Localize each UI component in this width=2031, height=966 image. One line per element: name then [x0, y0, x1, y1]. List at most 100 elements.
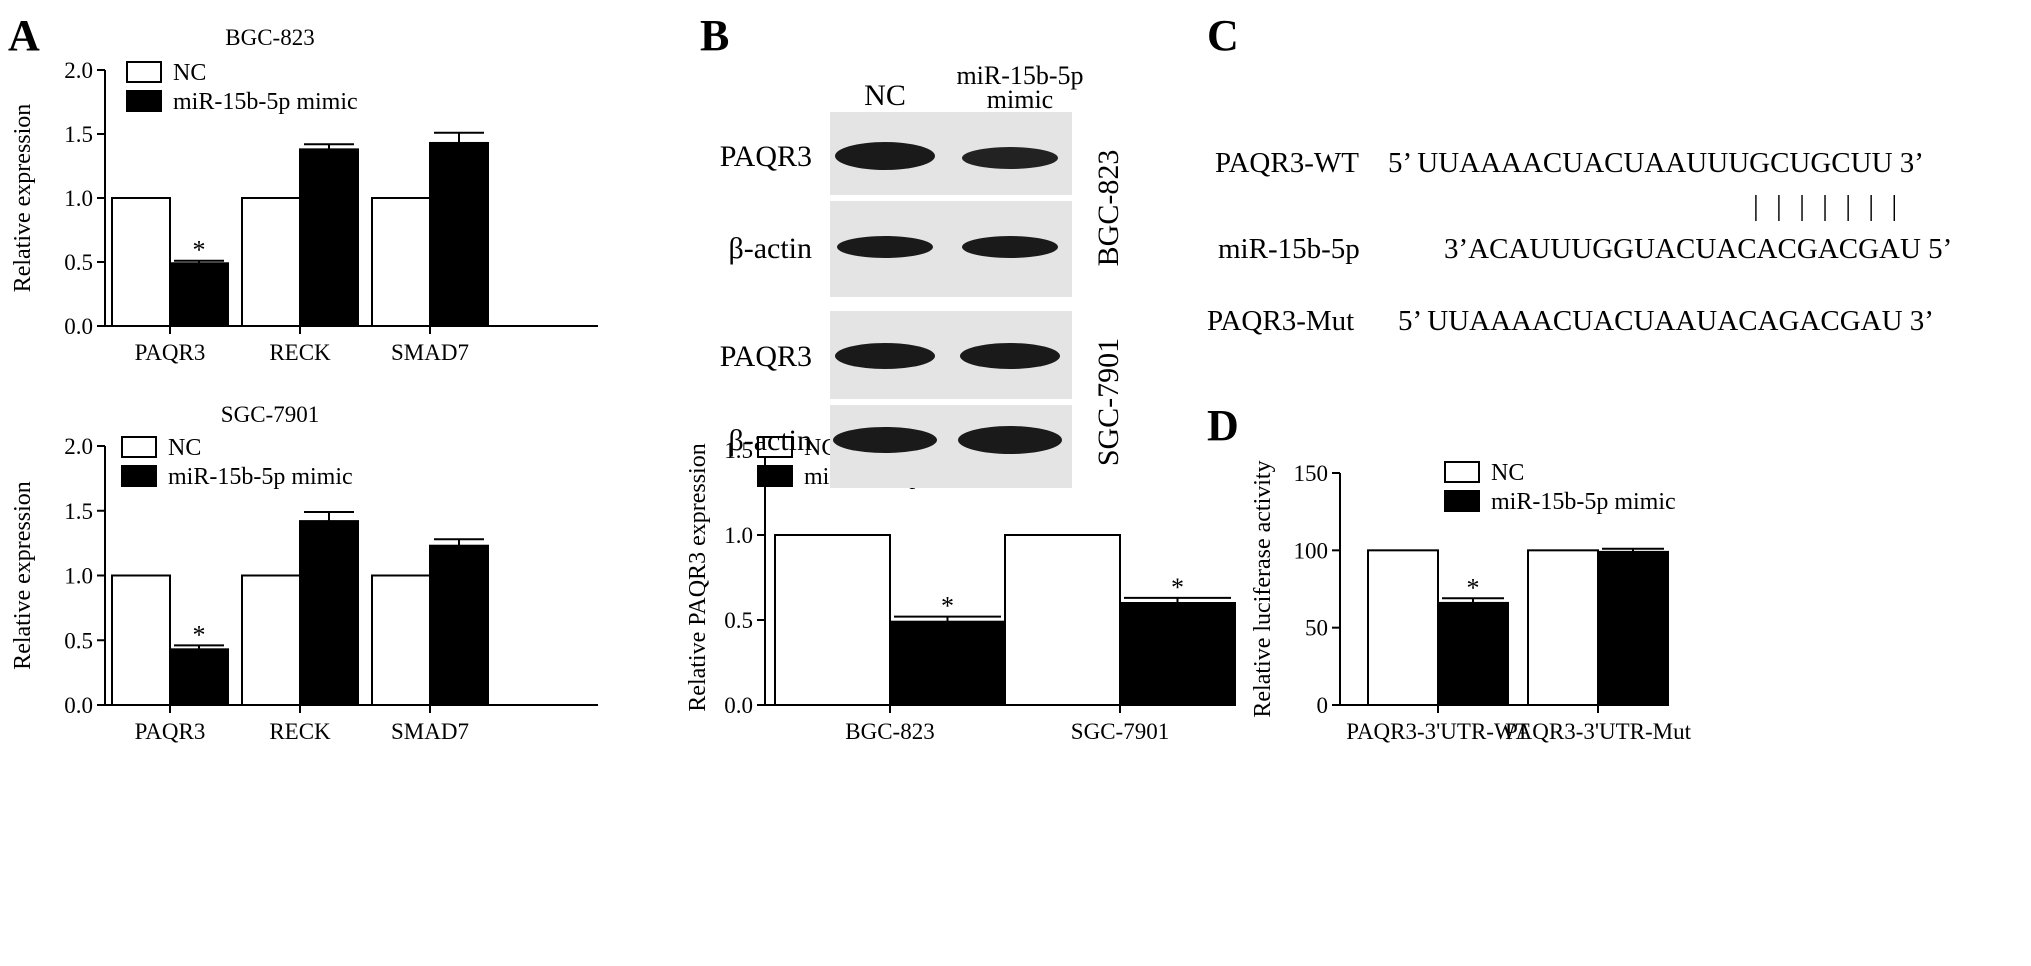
bar-nc: [111, 574, 171, 706]
bar-nc: [1004, 534, 1121, 706]
bar-mimic: [1119, 602, 1236, 706]
x-tick-label: SMAD7: [391, 719, 469, 744]
sequence-alignment: PAQR3-WT 5’ UUAAAACUACUAAUUUGCUGCUU 3’ |…: [1207, 147, 1952, 337]
x-tick-label: PAQR3: [135, 340, 206, 365]
bar-mimic: [169, 648, 229, 707]
y-tick-label: 150: [1294, 461, 1329, 486]
bar-mimic: [1437, 601, 1509, 706]
y-tick-label: 0.0: [64, 693, 93, 718]
legend-swatch: [757, 465, 793, 487]
bar-mimic: [429, 544, 489, 707]
bar-nc: [1527, 549, 1599, 706]
bar-nc: [241, 574, 301, 706]
y-tick-label: 2.0: [64, 434, 93, 459]
bar-mimic: [299, 520, 359, 706]
legend-label: miR-15b-5p mimic: [173, 89, 358, 115]
y-tick-label: 100: [1294, 538, 1329, 563]
chart-title: SGC-7901: [221, 402, 319, 427]
panel-letter-d: D: [1207, 401, 1239, 450]
x-tick-label: RECK: [269, 340, 331, 365]
seq-label-wt: PAQR3-WT: [1215, 147, 1359, 179]
bar-nc: [241, 197, 301, 327]
panel-letter-c: C: [1207, 11, 1239, 60]
blot-cell-line-bgc: BGC-823: [1092, 150, 1125, 267]
bar-nc: [1367, 549, 1439, 706]
legend-swatch: [121, 465, 157, 487]
blot-row-label: β-actin: [728, 424, 812, 457]
y-tick-label: 1.0: [724, 523, 753, 548]
legend-label: miR-15b-5p mimic: [1491, 489, 1676, 515]
western-blot: NC miR-15b-5p mimic PAQR3 β-actin PAQR3 β…: [720, 61, 1125, 488]
seq-label-mir: miR-15b-5p: [1218, 233, 1360, 265]
seq-wt: 5’ UUAAAACUACUAAUUUGCUGCUU 3’: [1388, 147, 1924, 179]
y-tick-label: 0: [1317, 693, 1329, 718]
legend-label: NC: [1491, 460, 1524, 486]
x-tick-label: SGC-7901: [1071, 719, 1169, 744]
x-tick-label: PAQR3: [135, 719, 206, 744]
x-tick-label: PAQR3-3'UTR-Mut: [1505, 719, 1692, 744]
significance-marker: *: [941, 592, 954, 621]
y-tick-label: 1.5: [64, 122, 93, 147]
legend-swatch: [126, 90, 162, 112]
y-axis-label: Relative expression: [10, 104, 36, 293]
legend-swatch: [121, 436, 157, 458]
significance-marker: *: [1171, 573, 1184, 602]
blot-band: [835, 142, 935, 170]
y-tick-label: 0.5: [64, 250, 93, 275]
blot-band: [962, 147, 1058, 169]
y-tick-label: 50: [1305, 616, 1328, 641]
y-tick-label: 0.0: [724, 693, 753, 718]
chart-d: 0 50 100 150 Relative luciferase activity * PA…: [1250, 460, 1692, 744]
blot-col-mimic-line1: miR-15b-5p: [956, 61, 1083, 90]
blot-band: [833, 427, 937, 453]
legend-label: NC: [173, 60, 206, 86]
seq-mir: 3’ACAUUUGGUACUACACGACGAU 5’: [1444, 233, 1952, 265]
seq-label-mut: PAQR3-Mut: [1207, 305, 1354, 337]
legend-swatch: [1444, 490, 1480, 512]
x-tick-label: SMAD7: [391, 340, 469, 365]
blot-band: [962, 236, 1058, 258]
blot-band: [835, 343, 935, 369]
bar-nc: [371, 197, 431, 327]
chart-title: BGC-823: [225, 25, 314, 50]
blot-band: [960, 343, 1060, 369]
y-tick-label: 1.0: [64, 186, 93, 211]
legend-label: NC: [168, 435, 201, 461]
y-tick-label: 2.0: [64, 58, 93, 83]
significance-marker: *: [1467, 573, 1480, 602]
bar-nc: [774, 534, 891, 706]
legend-swatch: [757, 436, 793, 458]
y-tick-label: 0.5: [724, 608, 753, 633]
bar-mimic: [1597, 550, 1669, 706]
y-axis-label: Relative expression: [10, 481, 36, 670]
legend-swatch: [1444, 461, 1480, 483]
blot-row-label: PAQR3: [720, 340, 812, 373]
y-tick-label: 1.0: [64, 564, 93, 589]
x-tick-label: RECK: [269, 719, 331, 744]
blot-col-mimic: miR-15b-5p mimic: [956, 61, 1083, 114]
x-tick-label: BGC-823: [845, 719, 934, 744]
pairing-marks: | | | | | | |: [1753, 190, 1902, 222]
bar-mimic: [429, 141, 489, 327]
blot-row-label: PAQR3: [720, 140, 812, 173]
panel-letter-a: A: [8, 11, 40, 60]
y-tick-label: 1.5: [64, 499, 93, 524]
seq-mut: 5’ UUAAAACUACUAAUACAGACGAU 3’: [1398, 305, 1934, 337]
blot-col-nc: NC: [864, 79, 906, 112]
blot-row-label: β-actin: [728, 232, 812, 265]
bar-nc: [111, 197, 171, 327]
bar-mimic: [299, 148, 359, 327]
chart-a-bottom: 0.0 0.5 1.0 1.5 2.0 Relative expression SGC-79…: [10, 402, 598, 744]
blot-band: [958, 426, 1062, 454]
y-tick-label: 0.0: [64, 314, 93, 339]
y-axis-label: Relative PAQR3 expression: [685, 443, 711, 711]
blot-band: [837, 236, 933, 258]
significance-marker: *: [193, 236, 206, 265]
chart-a-top: 0.0 0.5 1.0 1.5 2.0 Relative expression BGC-82…: [10, 25, 598, 365]
bar-mimic: [889, 620, 1006, 707]
y-tick-label: 0.5: [64, 628, 93, 653]
y-tick-label: 1.5: [724, 438, 753, 463]
blot-cell-line-sgc: SGC-7901: [1092, 338, 1125, 466]
legend-swatch: [126, 61, 162, 83]
